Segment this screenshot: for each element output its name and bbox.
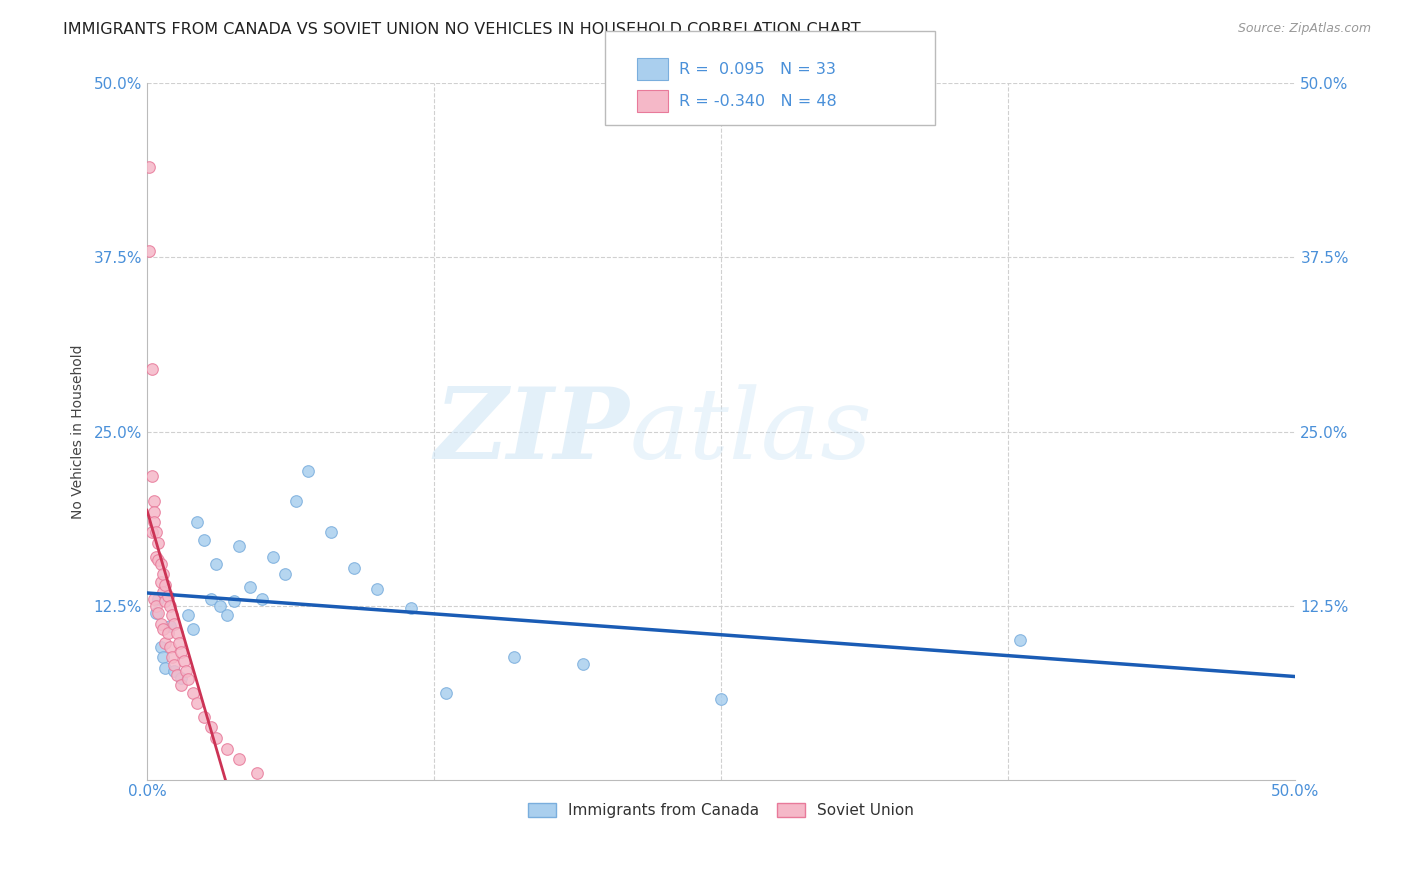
Point — [145, 599, 167, 613]
Text: R =  0.095   N = 33: R = 0.095 N = 33 — [679, 62, 837, 77]
Point — [160, 608, 183, 623]
Point — [156, 626, 179, 640]
Y-axis label: No Vehicles in Household: No Vehicles in Household — [72, 344, 86, 519]
Point — [141, 469, 163, 483]
Point — [209, 599, 232, 613]
Point — [145, 606, 167, 620]
Point — [262, 549, 284, 564]
Point — [193, 710, 215, 724]
Point — [145, 549, 167, 564]
Point — [148, 591, 170, 606]
Point — [142, 591, 165, 606]
Point — [149, 557, 172, 571]
Point — [159, 599, 181, 613]
Point — [177, 608, 200, 623]
Point — [145, 524, 167, 539]
Point — [163, 664, 186, 678]
Text: R = -0.340   N = 48: R = -0.340 N = 48 — [679, 95, 837, 110]
Text: Source: ZipAtlas.com: Source: ZipAtlas.com — [1237, 22, 1371, 36]
Point — [343, 561, 366, 575]
Point — [239, 581, 262, 595]
Point — [163, 616, 186, 631]
Point — [228, 539, 250, 553]
Point — [148, 606, 170, 620]
Point — [181, 622, 204, 636]
Legend: Immigrants from Canada, Soviet Union: Immigrants from Canada, Soviet Union — [522, 797, 920, 824]
Point — [246, 765, 269, 780]
Point — [366, 582, 388, 596]
Point — [174, 664, 197, 678]
Point — [173, 654, 195, 668]
Point — [217, 742, 239, 756]
Point — [155, 636, 177, 650]
Point — [141, 362, 163, 376]
Point — [319, 524, 342, 539]
Point — [200, 591, 222, 606]
Point — [159, 640, 181, 655]
Point — [274, 566, 297, 581]
Point — [138, 160, 160, 174]
Point — [170, 671, 193, 685]
Point — [170, 644, 193, 658]
Point — [193, 533, 215, 548]
Point — [142, 505, 165, 519]
Point — [1008, 633, 1031, 648]
Point — [572, 657, 595, 671]
Point — [166, 626, 188, 640]
Point — [200, 720, 222, 734]
Point — [142, 515, 165, 529]
Point — [503, 650, 526, 665]
Point — [399, 601, 422, 615]
Point — [148, 552, 170, 566]
Point — [710, 691, 733, 706]
Point — [160, 650, 183, 665]
Point — [152, 584, 174, 599]
Point — [181, 686, 204, 700]
Point — [166, 668, 188, 682]
Point — [170, 678, 193, 692]
Point — [159, 619, 181, 633]
Point — [141, 524, 163, 539]
Text: atlas: atlas — [630, 384, 872, 479]
Point — [205, 731, 228, 745]
Point — [205, 557, 228, 571]
Point — [155, 661, 177, 675]
Text: ZIP: ZIP — [434, 384, 630, 480]
Point — [142, 494, 165, 508]
Point — [148, 536, 170, 550]
Point — [152, 622, 174, 636]
Point — [224, 594, 246, 608]
Point — [149, 616, 172, 631]
Point — [149, 574, 172, 589]
Point — [152, 566, 174, 581]
Point — [186, 696, 208, 710]
Point — [434, 686, 457, 700]
Point — [186, 515, 208, 529]
Point — [152, 650, 174, 665]
Point — [163, 658, 186, 673]
Point — [285, 494, 308, 508]
Point — [228, 752, 250, 766]
Point — [155, 594, 177, 608]
Point — [156, 589, 179, 603]
Point — [149, 640, 172, 655]
Point — [297, 463, 319, 477]
Point — [217, 608, 239, 623]
Point — [177, 673, 200, 687]
Point — [138, 244, 160, 258]
Point — [167, 636, 190, 650]
Text: IMMIGRANTS FROM CANADA VS SOVIET UNION NO VEHICLES IN HOUSEHOLD CORRELATION CHAR: IMMIGRANTS FROM CANADA VS SOVIET UNION N… — [63, 22, 860, 37]
Point — [155, 577, 177, 591]
Point — [250, 591, 273, 606]
